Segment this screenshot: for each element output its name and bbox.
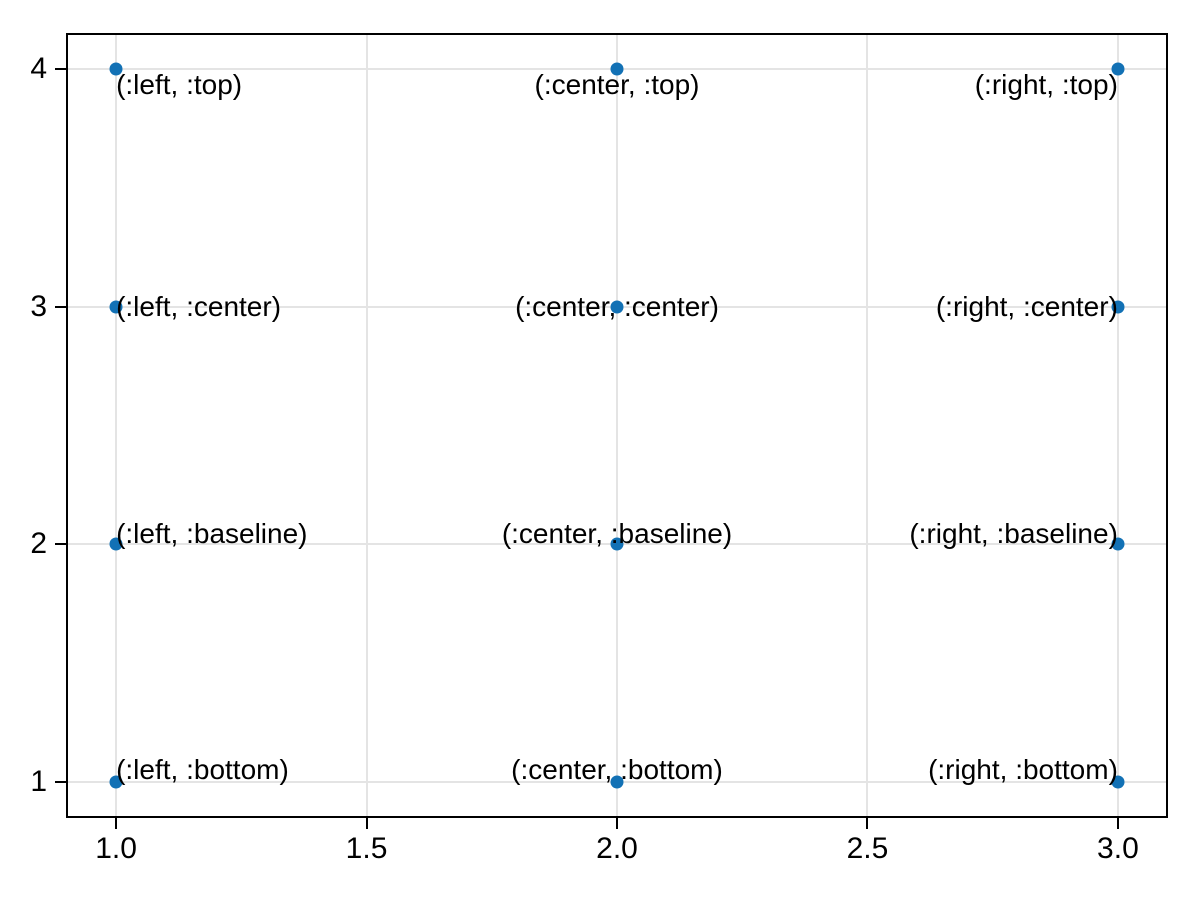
point-alignment-label: (:right, :top) xyxy=(974,68,1118,100)
data-point xyxy=(610,775,624,789)
x-tick-mark xyxy=(616,818,618,829)
x-tick-mark xyxy=(115,818,118,829)
data-point xyxy=(109,775,123,789)
x-tick-label: 2.0 xyxy=(596,832,638,865)
data-point xyxy=(109,300,123,314)
y-tick-mark xyxy=(55,543,66,546)
point-alignment-label: (:right, :center) xyxy=(935,290,1118,322)
x-tick-mark xyxy=(866,818,869,829)
x-gridline xyxy=(616,33,618,818)
y-tick-label: 1 xyxy=(30,765,47,799)
point-alignment-label: (:right, :bottom) xyxy=(928,754,1118,786)
point-alignment-label: (:left, :top) xyxy=(116,68,243,100)
y-tick-label: 3 xyxy=(30,289,47,323)
y-tick-mark xyxy=(55,305,66,308)
x-tick-mark xyxy=(365,818,368,829)
data-point xyxy=(1111,300,1125,314)
data-point xyxy=(610,537,624,551)
x-tick-label: 1.0 xyxy=(95,832,137,865)
x-gridline xyxy=(365,33,368,818)
y-tick-mark xyxy=(55,781,66,784)
data-point xyxy=(610,300,624,314)
point-alignment-label: (:left, :baseline) xyxy=(116,518,308,550)
data-point xyxy=(1111,537,1125,551)
data-point xyxy=(610,62,624,76)
data-point xyxy=(1111,62,1125,76)
point-alignment-label: (:left, :bottom) xyxy=(116,754,289,786)
point-alignment-label: (:center, :bottom) xyxy=(511,754,723,786)
x-gridline xyxy=(1116,33,1119,818)
point-alignment-label: (:center, :center) xyxy=(515,290,719,322)
data-point xyxy=(1111,775,1125,789)
data-point xyxy=(109,537,123,551)
point-alignment-label: (:right, :baseline) xyxy=(909,518,1118,550)
point-alignment-label: (:center, :top) xyxy=(534,68,700,100)
y-tick-label: 4 xyxy=(30,51,47,85)
point-alignment-label: (:center, :baseline) xyxy=(501,518,733,550)
y-tick-mark xyxy=(55,67,66,70)
point-alignment-label: (:left, :center) xyxy=(116,290,282,322)
x-tick-mark xyxy=(1116,818,1119,829)
y-tick-label: 2 xyxy=(30,527,47,561)
x-gridline xyxy=(115,33,118,818)
data-point xyxy=(109,62,123,76)
x-tick-label: 3.0 xyxy=(1097,832,1139,865)
x-tick-label: 1.5 xyxy=(345,832,388,865)
x-gridline xyxy=(866,33,869,818)
x-tick-label: 2.5 xyxy=(846,832,889,865)
